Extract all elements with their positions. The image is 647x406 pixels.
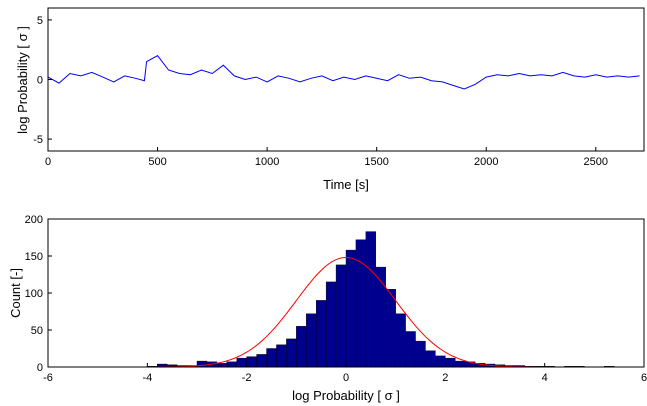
histogram-bar	[405, 331, 416, 368]
y-tick-label: -5	[33, 134, 43, 146]
timeseries-ylabel: log Probability [ σ ]	[15, 26, 30, 134]
histogram-ticks: -6 -4 -2 0 2 4 6 0 50 100 150 200	[25, 214, 647, 384]
histogram-bar	[306, 313, 317, 368]
histogram-bar	[266, 348, 277, 368]
histogram-bar	[256, 354, 267, 368]
y-tick-label: 5	[37, 15, 43, 27]
timeseries-ticks: 0 500 1000 1500 2000 2500-505	[33, 15, 608, 168]
histogram-ylabel: Count [-]	[8, 268, 23, 318]
timeseries-line-layer	[47, 55, 640, 90]
timeseries-line	[47, 55, 640, 90]
histogram-bar	[455, 360, 466, 368]
histogram-bar	[355, 239, 367, 368]
y-tick-label: 150	[25, 251, 43, 263]
histogram-bar	[415, 340, 426, 368]
histogram-panel: -6 -4 -2 0 2 4 6 0 50 100 150 200 log Probability […	[8, 214, 647, 403]
x-tick-label: 0	[45, 156, 51, 168]
x-tick-label: 2500	[584, 156, 608, 168]
x-tick-label: 500	[148, 156, 166, 168]
timeseries-plot-area	[48, 8, 644, 151]
histogram-bar	[445, 357, 456, 368]
histogram-bar	[365, 231, 377, 368]
x-tick-label: 2	[442, 372, 448, 384]
x-tick-label: 1500	[364, 156, 388, 168]
histogram-bar	[296, 326, 307, 368]
timeseries-panel: 0 500 1000 1500 2000 2500-505 Time [s] log Pr…	[15, 7, 645, 192]
x-tick-label: 6	[641, 372, 647, 384]
x-tick-label: 0	[343, 372, 349, 384]
histogram-xlabel: log Probability [ σ ]	[292, 388, 400, 403]
x-tick-label: -4	[142, 372, 152, 384]
y-tick-label: 0	[37, 75, 43, 87]
histogram-bar	[246, 356, 257, 368]
histogram-bar	[345, 249, 357, 368]
histogram-bar	[276, 344, 287, 368]
histogram-bar	[216, 363, 228, 368]
y-tick-label: 0	[37, 362, 43, 374]
histogram-bar	[395, 313, 406, 368]
histogram-bar	[286, 338, 297, 368]
histogram-bar	[425, 350, 436, 368]
histogram-bar	[375, 266, 386, 368]
histogram-bar	[435, 355, 446, 368]
histogram-bar	[335, 264, 347, 368]
y-tick-label: 100	[25, 288, 43, 300]
x-tick-label: -6	[43, 372, 53, 384]
histogram-bar	[236, 357, 247, 368]
timeseries-xlabel: Time [s]	[323, 177, 369, 192]
histogram-bar	[325, 281, 337, 368]
x-tick-label: -2	[242, 372, 252, 384]
x-tick-label: 4	[542, 372, 548, 384]
y-tick-label: 200	[25, 214, 43, 226]
y-tick-label: 50	[31, 325, 43, 337]
histogram-bar	[385, 289, 396, 368]
x-tick-label: 1000	[255, 156, 279, 168]
x-tick-label: 2000	[474, 156, 498, 168]
histogram-bar	[316, 300, 327, 368]
histogram-bar	[226, 361, 237, 368]
histogram-bars	[147, 231, 615, 368]
